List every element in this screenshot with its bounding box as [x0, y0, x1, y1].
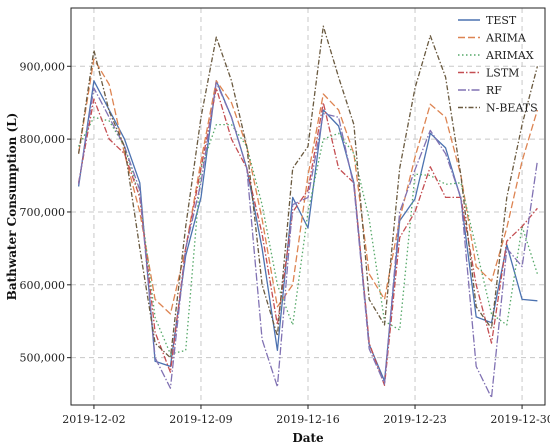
y-tick-label: 600,000 [20, 279, 66, 292]
y-tick-label: 900,000 [20, 60, 66, 73]
legend-label: ARIMA [485, 32, 527, 45]
x-tick-label: 2019-12-30 [490, 413, 550, 426]
x-axis-ticks: 2019-12-02 2019-12-09 2019-12-16 2019-12-23… [62, 405, 550, 426]
x-tick-label: 2019-12-23 [383, 413, 446, 426]
y-tick-label: 800,000 [20, 133, 66, 146]
series-line-test [77, 80, 538, 382]
x-axis-label: Date [292, 431, 324, 445]
x-tick-label: 2019-12-16 [276, 413, 339, 426]
legend-label: RF [486, 84, 502, 97]
x-tick-label: 2019-12-02 [62, 413, 125, 426]
grid-lines [71, 8, 545, 405]
series-line-n-beats [77, 25, 539, 359]
legend: TEST ARIMA ARIMAX LSTM RF N-BEATS [458, 14, 538, 115]
y-axis-label: Bathwater Consumption (L) [5, 113, 19, 301]
legend-label: ARIMAX [485, 49, 534, 62]
legend-label: N-BEATS [486, 102, 538, 115]
legend-label: TEST [486, 14, 517, 27]
y-tick-label: 500,000 [20, 352, 66, 365]
series-layer [77, 25, 539, 399]
series-line-arimax [78, 116, 539, 355]
x-tick-label: 2019-12-09 [169, 413, 232, 426]
series-line-rf [77, 81, 539, 399]
legend-label: LSTM [486, 67, 519, 80]
y-tick-label: 700,000 [20, 206, 66, 219]
y-axis-ticks: 500,000 600,000 700,000 800,000 900,000 [20, 60, 71, 365]
